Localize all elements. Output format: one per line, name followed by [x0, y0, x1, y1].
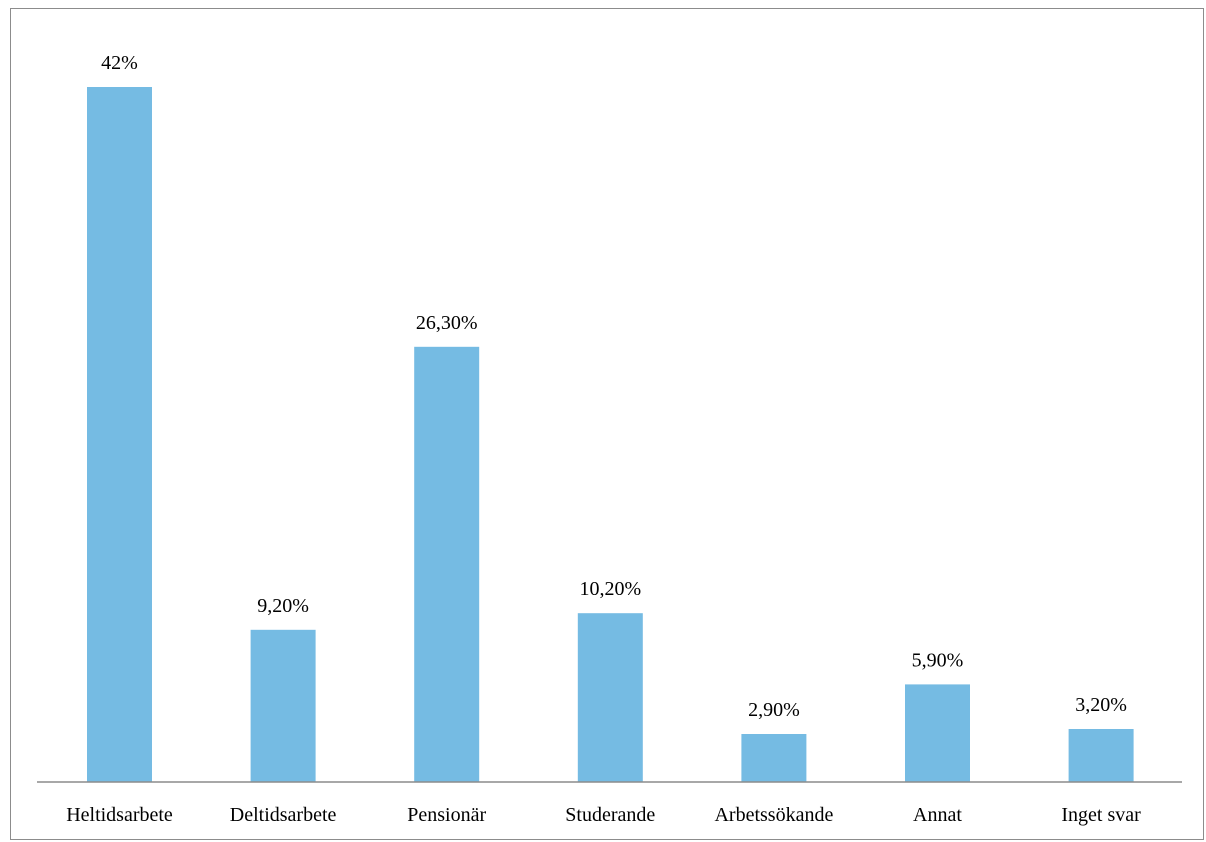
bars-group [87, 87, 1134, 782]
chart-frame [10, 8, 1204, 840]
data-label: 9,20% [257, 595, 309, 617]
data-label: 3,20% [1075, 694, 1127, 716]
bar-deltidsarbete [250, 629, 316, 782]
x-tick-label: Pensionär [407, 804, 486, 826]
data-label: 26,30% [416, 312, 478, 334]
x-tick-label: Studerande [565, 804, 655, 826]
x-tick-labels-group: Heltidsarbete Deltidsarbete Pensionär Stude… [66, 804, 1141, 826]
bar-inget-svar [1068, 729, 1134, 782]
x-tick-label: Arbetssökande [714, 804, 833, 826]
x-tick-label: Annat [913, 804, 962, 826]
bar-pensionär [414, 346, 480, 782]
data-labels-group: 42% 9,20% 26,30% 10,20% 2,90% 5,90% 3,20% [101, 52, 1127, 721]
bar-annat [905, 684, 970, 782]
data-label: 5,90% [912, 649, 964, 671]
x-tick-label: Deltidsarbete [230, 804, 337, 826]
bar-arbetssökande [741, 734, 807, 782]
data-label: 10,20% [579, 578, 641, 600]
x-tick-label: Heltidsarbete [66, 804, 173, 826]
data-label: 42% [101, 52, 138, 74]
data-label: 2,90% [748, 699, 800, 721]
bar-heltidsarbete [87, 87, 152, 782]
bar-studerande [577, 613, 643, 782]
x-tick-label: Inget svar [1061, 804, 1141, 826]
